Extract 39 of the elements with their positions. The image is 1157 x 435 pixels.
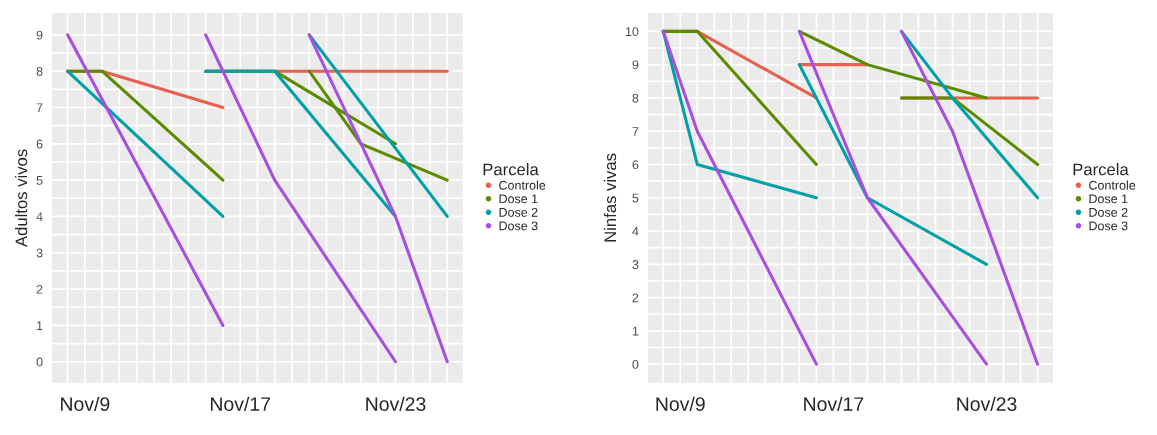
y-axis-title: Adultos vivos bbox=[14, 149, 28, 247]
y-tick-label: 7 bbox=[632, 127, 639, 136]
y-tick-label: 2 bbox=[632, 293, 639, 303]
x-tick-label: Nov/9 bbox=[61, 396, 110, 411]
y-tick-label: 1 bbox=[632, 326, 639, 336]
y-tick-label: 8 bbox=[36, 66, 43, 76]
x-tick-label: Nov/23 bbox=[957, 396, 1017, 411]
y-axis-title: Ninfas vivas bbox=[603, 153, 617, 242]
y-tick-label: 2 bbox=[36, 284, 43, 294]
legend-label: Dose 1 bbox=[1089, 194, 1128, 204]
y-tick-label: 0 bbox=[632, 359, 639, 369]
legend-label: Dose 3 bbox=[1089, 221, 1128, 231]
y-tick-label: 4 bbox=[632, 226, 639, 236]
legend-title: Parcela bbox=[1073, 163, 1129, 176]
y-tick-label: 5 bbox=[632, 193, 639, 203]
y-tick-label: 6 bbox=[632, 160, 639, 170]
y-tick-label: 9 bbox=[632, 60, 639, 70]
y-tick-label: 9 bbox=[36, 30, 43, 40]
y-tick-label: 7 bbox=[36, 103, 43, 113]
y-tick-label: 3 bbox=[632, 260, 639, 269]
legend-label: Dose 2 bbox=[1089, 207, 1128, 217]
y-tick-label: 6 bbox=[36, 139, 43, 149]
x-tick-label: Nov/17 bbox=[804, 396, 864, 411]
y-tick-label: 8 bbox=[632, 93, 639, 103]
legend-title: Parcela bbox=[483, 163, 539, 176]
y-tick-label: 0 bbox=[36, 357, 43, 367]
y-tick-label: 1 bbox=[37, 321, 43, 330]
x-tick-label: Nov/17 bbox=[210, 396, 270, 411]
y-tick-label: 5 bbox=[36, 176, 43, 185]
y-tick-label: 10 bbox=[625, 27, 639, 37]
y-tick-label: 4 bbox=[36, 212, 43, 221]
legend-label: Dose 3 bbox=[499, 221, 538, 231]
x-tick-label: Nov/9 bbox=[656, 396, 705, 411]
legend-label: Controle bbox=[1089, 180, 1136, 190]
y-tick-label: 3 bbox=[36, 248, 43, 258]
legend-label: Dose 2 bbox=[499, 207, 538, 217]
legend-label: Controle bbox=[499, 180, 546, 190]
x-tick-label: Nov/23 bbox=[366, 396, 426, 411]
legend-label: Dose 1 bbox=[499, 194, 538, 204]
